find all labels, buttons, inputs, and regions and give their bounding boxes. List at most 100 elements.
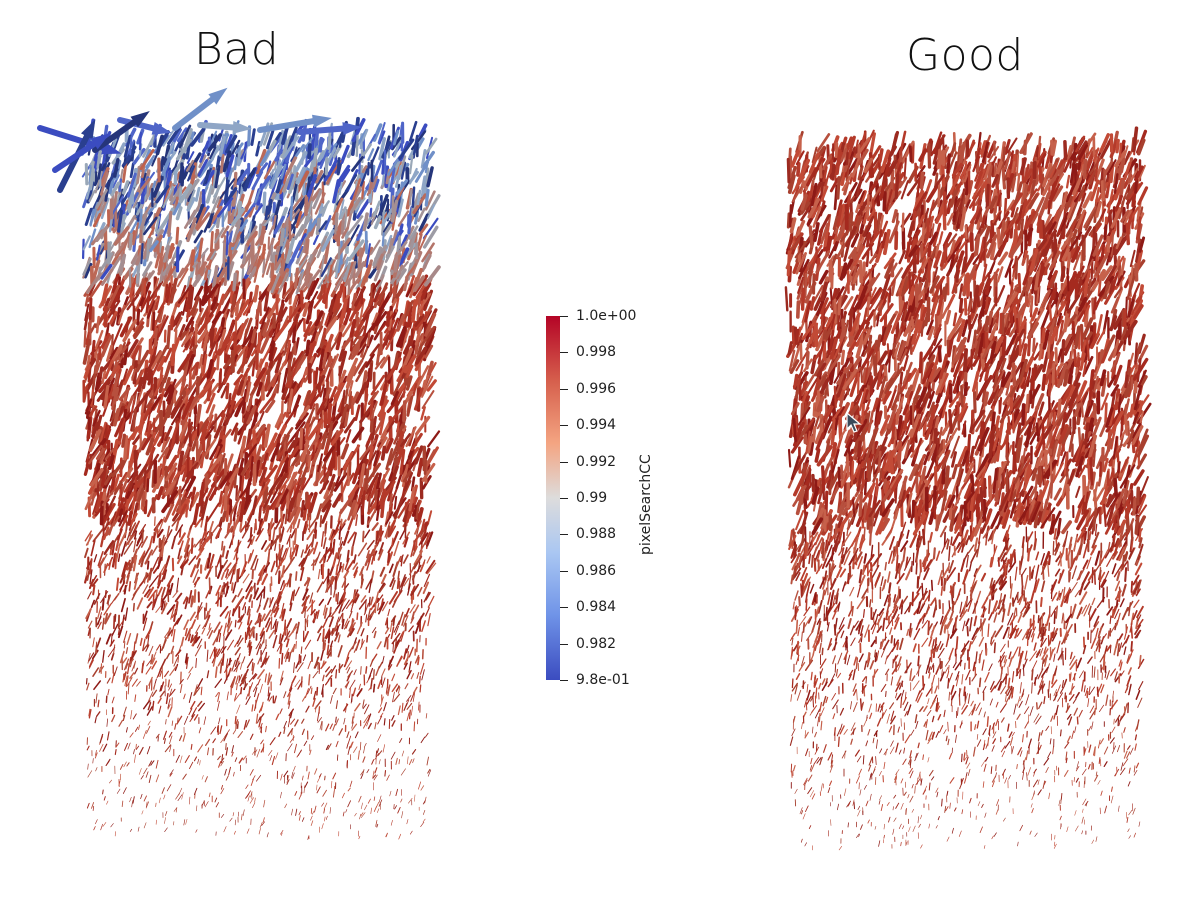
vector-glyph: [406, 712, 410, 722]
vector-glyph: [174, 663, 179, 672]
vector-glyph: [246, 605, 251, 616]
vector-glyph: [420, 821, 425, 828]
vector-glyph: [352, 562, 358, 570]
vector-glyph: [418, 781, 422, 790]
vector-glyph: [387, 608, 391, 617]
vector-glyph: [932, 639, 935, 647]
vector-glyph: [226, 639, 235, 651]
vector-glyph: [310, 687, 313, 695]
vector-glyph: [365, 666, 368, 674]
vector-glyph: [376, 823, 379, 828]
vector-glyph: [324, 215, 332, 231]
vector-glyph: [316, 784, 318, 791]
vector-glyph: [82, 257, 92, 276]
vector-glyph: [301, 718, 305, 724]
vector-glyph: [163, 738, 166, 744]
vector-glyph: [287, 359, 292, 382]
vector-glyph: [332, 790, 335, 798]
vector-glyph: [337, 553, 342, 566]
vector-glyph: [210, 532, 213, 544]
vector-glyph: [318, 136, 324, 153]
vector-glyph: [308, 674, 311, 686]
vector-glyph: [92, 259, 101, 281]
vector-glyph: [358, 361, 368, 375]
vector-glyph: [127, 742, 131, 750]
vector-glyph: [151, 689, 158, 697]
vector-glyph: [151, 556, 160, 572]
vector-glyph: [303, 740, 308, 747]
vector-glyph: [212, 169, 217, 190]
vector-glyph: [122, 657, 128, 664]
vector-glyph: [324, 157, 329, 176]
vector-glyph: [88, 297, 93, 320]
vector-glyph: [148, 681, 151, 690]
vector-glyph: [306, 454, 312, 472]
vector-glyph: [176, 127, 188, 143]
vector-glyph: [241, 267, 245, 287]
vector-glyph: [397, 570, 400, 580]
vector-glyph: [426, 531, 434, 547]
vector-glyph: [209, 230, 214, 253]
vector-glyph: [159, 670, 163, 678]
vector-glyph: [105, 633, 112, 645]
vector-glyph: [400, 768, 406, 776]
vector-glyph: [352, 484, 361, 504]
vector-glyph: [279, 258, 286, 280]
vector-glyph: [230, 582, 234, 591]
vector-glyph: [281, 611, 284, 622]
vector-glyph: [138, 724, 141, 731]
vector-glyph: [87, 620, 93, 629]
vector-glyph: [137, 437, 147, 453]
vector-glyph: [196, 558, 201, 569]
vector-glyph: [305, 144, 309, 167]
vector-glyph: [119, 514, 129, 531]
vector-glyph: [354, 404, 361, 422]
vector-glyph: [218, 632, 222, 643]
vector-glyph: [206, 608, 212, 618]
vector-glyph: [427, 769, 432, 777]
vector-glyph: [133, 537, 137, 553]
vector-glyph: [414, 210, 420, 225]
vector-glyph: [323, 333, 334, 356]
vector-glyph: [263, 609, 272, 622]
vector-glyph: [146, 746, 151, 755]
vector-glyph: [229, 494, 242, 517]
vector-glyph: [311, 810, 315, 815]
vector-glyph: [225, 453, 234, 472]
vector-glyph: [95, 767, 98, 772]
vector-glyph: [882, 617, 886, 632]
vector-glyph: [274, 620, 277, 635]
vector-glyph: [256, 643, 262, 656]
vector-glyph: [420, 149, 427, 169]
vector-glyph: [223, 826, 227, 833]
vector-glyph: [248, 673, 257, 683]
vector-glyph: [419, 615, 422, 624]
vector-glyph: [122, 161, 128, 183]
vector-glyph: [257, 678, 261, 686]
vector-glyph: [378, 137, 387, 161]
vector-glyph: [134, 754, 136, 763]
vector-glyph: [327, 596, 332, 606]
vector-glyph: [122, 368, 129, 382]
vector-glyph: [368, 450, 378, 466]
vector-glyph: [371, 311, 383, 331]
vector-glyph: [342, 811, 345, 817]
vector-glyph: [231, 594, 237, 603]
vector-glyph: [144, 549, 153, 565]
vector-glyph: [306, 269, 321, 288]
vector-glyph: [293, 765, 296, 772]
vector-glyph: [179, 755, 183, 764]
vector-glyph: [95, 315, 100, 334]
vector-glyph: [330, 608, 338, 618]
vector-glyph: [250, 411, 259, 432]
vector-glyph: [235, 675, 239, 685]
vector-glyph: [135, 745, 140, 750]
vector-glyph: [256, 162, 269, 177]
vector-glyph: [378, 707, 383, 714]
vector-glyph: [389, 493, 393, 508]
vector-glyph: [1037, 614, 1040, 624]
vector-glyph: [183, 693, 186, 700]
vector-glyph: [285, 217, 289, 237]
vector-glyph: [980, 572, 987, 582]
